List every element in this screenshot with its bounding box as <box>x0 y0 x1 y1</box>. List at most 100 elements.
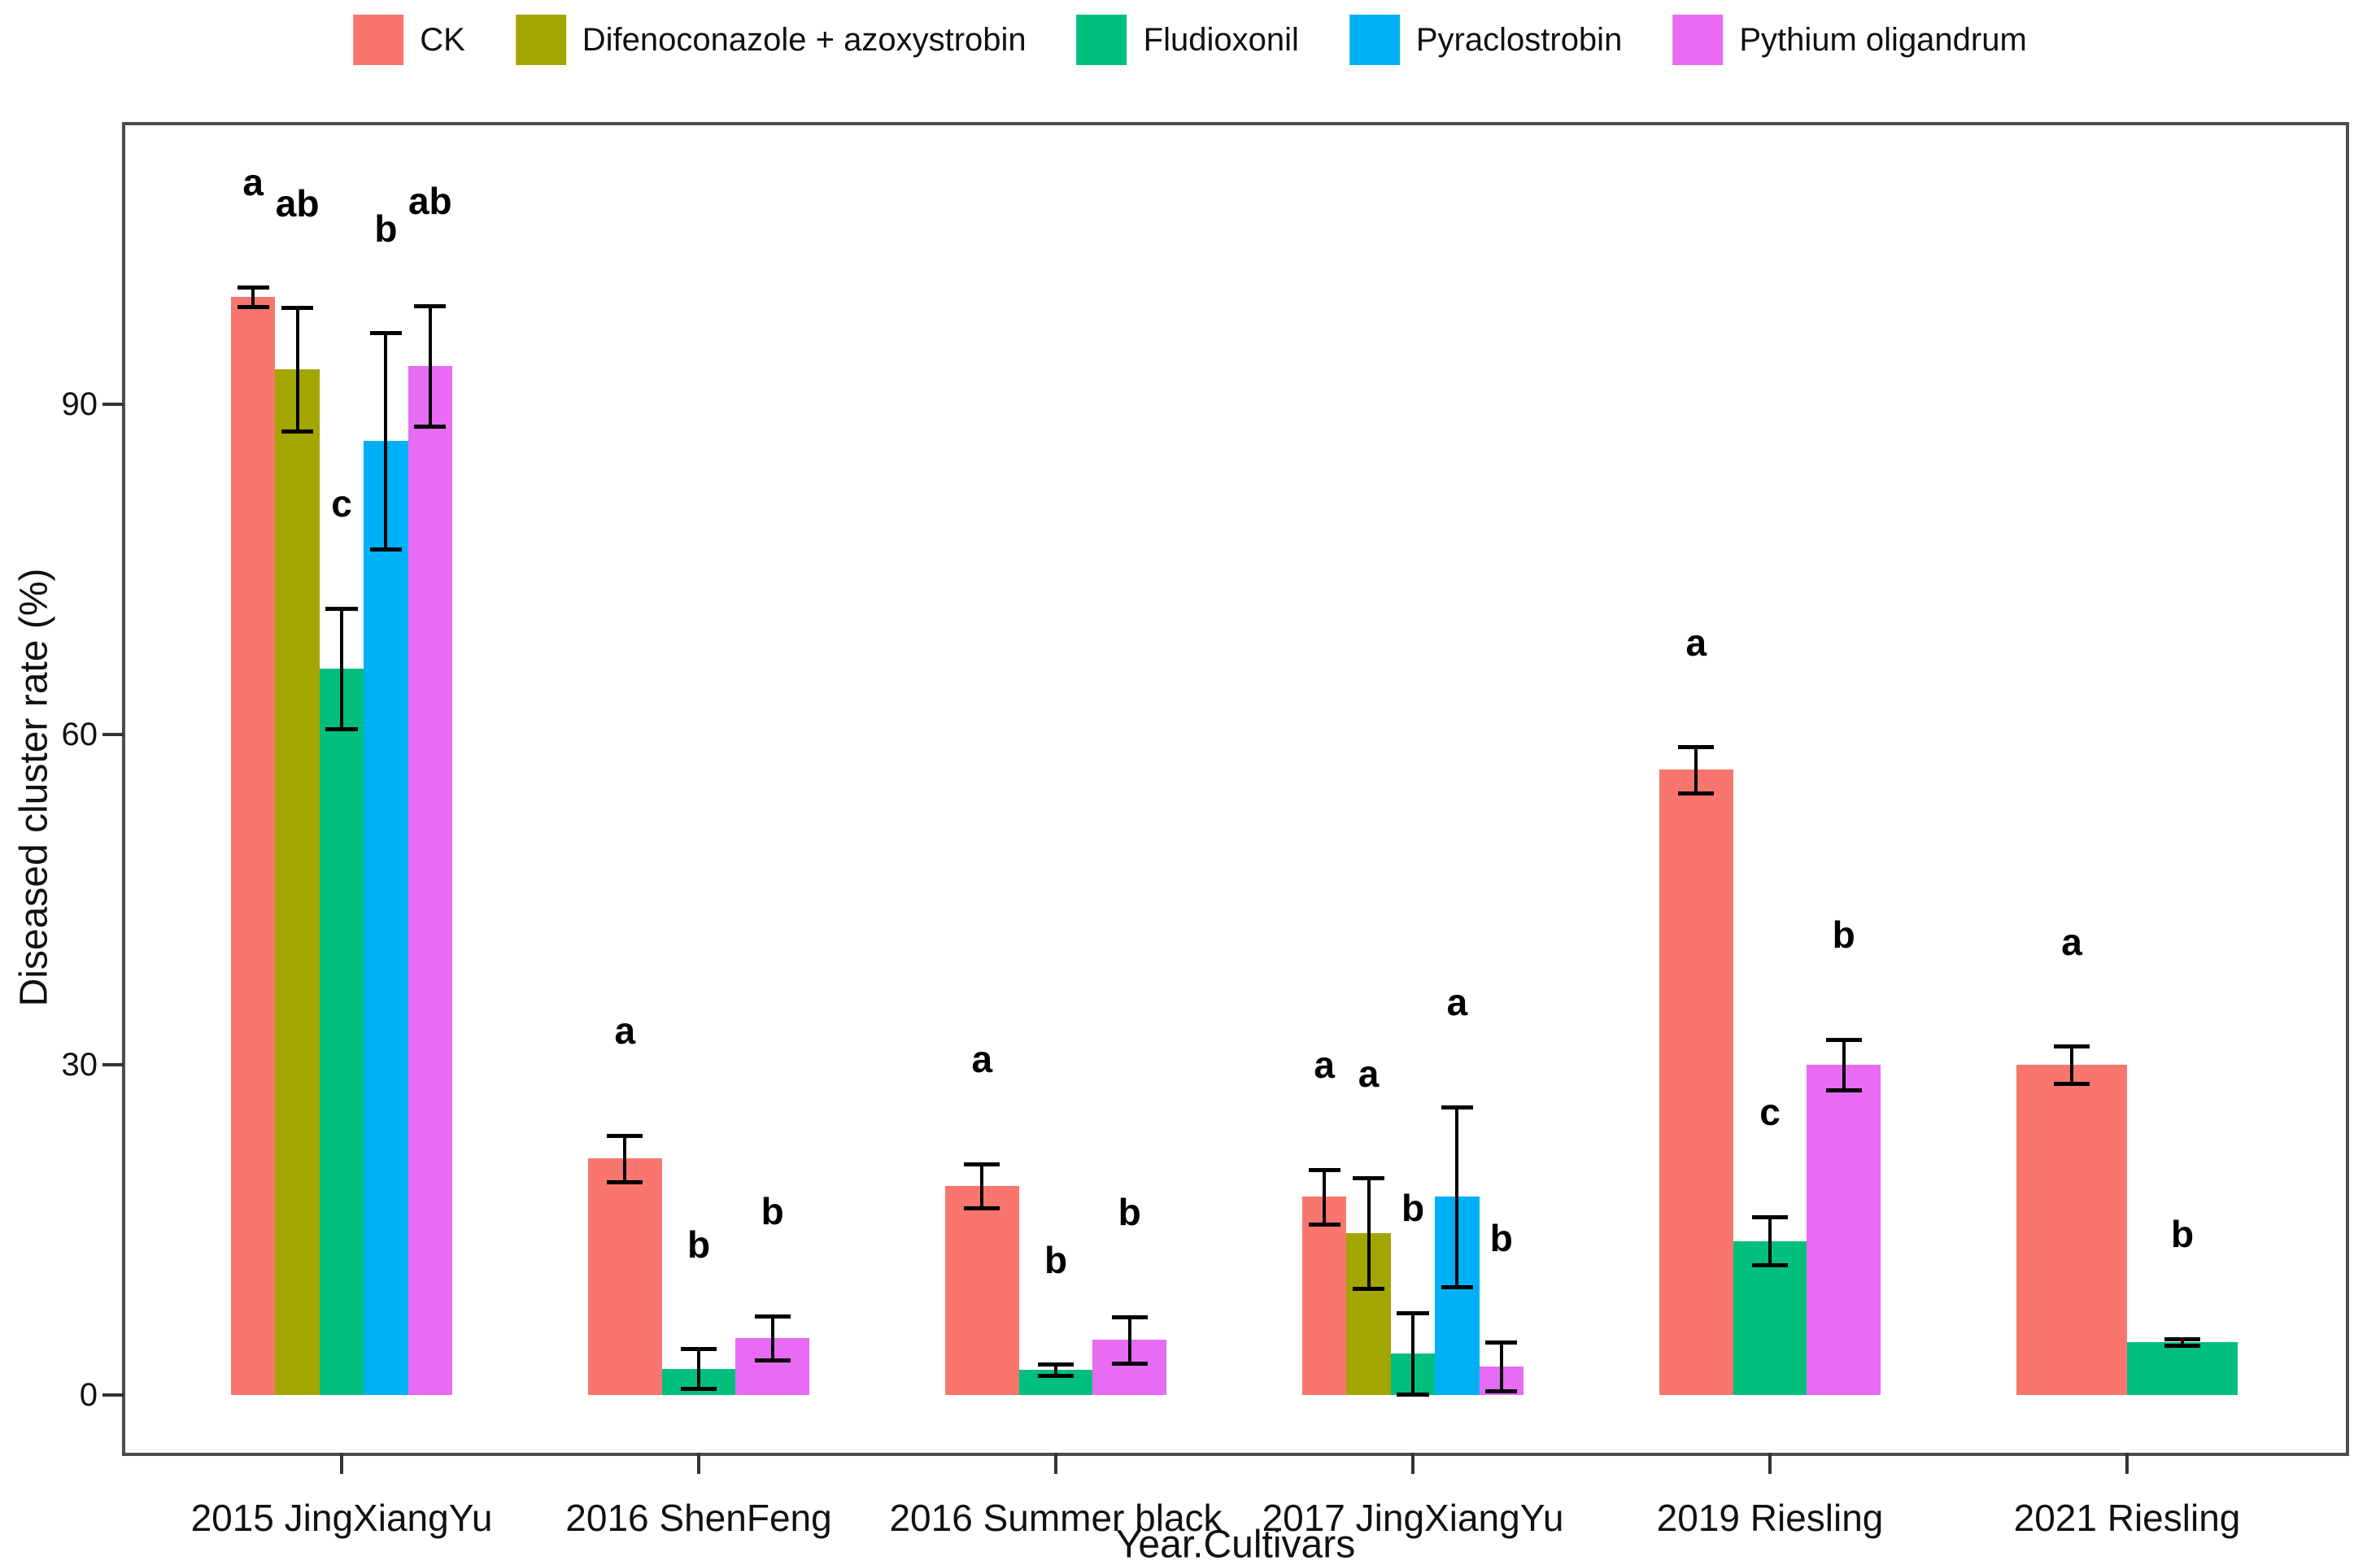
error-bar-cap-top <box>964 1162 1000 1166</box>
error-bar-whisker <box>1054 1364 1057 1375</box>
error-bar-cap-bottom <box>1397 1392 1429 1397</box>
error-bar-cap-top <box>237 285 269 290</box>
y-axis-tick <box>102 1063 124 1067</box>
bar-ck <box>1659 769 1733 1395</box>
error-bar-cap-bottom <box>1441 1285 1473 1290</box>
error-bar-cap-top <box>1752 1214 1788 1219</box>
bar-fludioxonil <box>2127 1342 2238 1395</box>
plot-panel <box>122 122 2349 1456</box>
x-axis-tick-label: 2016 Summer black <box>889 1497 1223 1539</box>
error-bar-whisker <box>295 307 299 431</box>
x-axis-tick <box>1768 1453 1772 1474</box>
error-bar-cap-top <box>754 1314 791 1319</box>
x-axis-tick-label: 2015 JingXiangYu <box>190 1497 493 1539</box>
error-bar-cap-top <box>1038 1362 1074 1367</box>
legend-item: Pyraclostrobin <box>1349 15 1622 65</box>
y-axis-tick-label: 0 <box>79 1377 98 1413</box>
significance-letter: b <box>1118 1191 1141 1234</box>
x-axis-tick-label: 2017 JingXiangYu <box>1262 1497 1564 1539</box>
error-bar-whisker <box>2181 1338 2184 1346</box>
error-bar-cap-top <box>414 303 447 308</box>
error-bar-cap-top <box>681 1347 717 1352</box>
legend-item: CK <box>353 15 465 65</box>
legend-item-label: Pyraclostrobin <box>1415 21 1623 58</box>
significance-letter: b <box>1044 1238 1068 1281</box>
error-bar-cap-top <box>369 331 402 336</box>
y-axis-tick <box>102 1393 124 1397</box>
bar-fludioxonil <box>319 669 364 1395</box>
error-bar-whisker <box>251 286 255 307</box>
y-axis-tick-label: 90 <box>61 386 98 423</box>
error-bar-cap-top <box>1111 1314 1148 1319</box>
error-bar-whisker <box>1411 1312 1414 1394</box>
y-axis-tick <box>102 733 124 737</box>
error-bar-cap-bottom <box>1308 1223 1340 1227</box>
error-bar-cap-top <box>1825 1037 1862 1042</box>
bar-ck <box>945 1185 1019 1395</box>
legend-item-label: Difenoconazole + azoxystrobin <box>582 21 1027 58</box>
error-bar-cap-bottom <box>607 1179 643 1184</box>
error-bar-cap-top <box>2164 1336 2200 1341</box>
x-axis-tick <box>1411 1453 1414 1474</box>
x-axis-tick-label: 2019 Riesling <box>1656 1497 1884 1539</box>
error-bar-cap-bottom <box>681 1386 717 1391</box>
legend-swatch-icon <box>1349 15 1400 65</box>
significance-letter: c <box>1759 1091 1781 1134</box>
bar-difenoconazole-azoxystrobin <box>275 369 320 1395</box>
significance-letter: a <box>1358 1052 1380 1095</box>
error-bar-cap-top <box>281 306 314 311</box>
significance-letter: b <box>374 207 398 250</box>
significance-letter: a <box>614 1009 636 1053</box>
error-bar-cap-bottom <box>2164 1344 2200 1349</box>
legend-swatch-icon <box>353 15 404 65</box>
error-bar-cap-top <box>2054 1044 2090 1049</box>
bar-pythium-oligandrum <box>1807 1065 1881 1395</box>
x-axis-tick-label: 2021 Riesling <box>2013 1497 2241 1539</box>
error-bar-cap-top <box>1308 1167 1340 1172</box>
y-axis-tick-label: 30 <box>61 1047 98 1083</box>
error-bar-cap-bottom <box>369 547 402 551</box>
significance-letter: b <box>1401 1186 1425 1229</box>
significance-letter: ab <box>408 179 452 222</box>
error-bar-cap-bottom <box>237 304 269 309</box>
error-bar-whisker <box>384 333 388 549</box>
legend-item: Difenoconazole + azoxystrobin <box>515 15 1027 65</box>
error-bar-cap-bottom <box>1038 1373 1074 1378</box>
significance-letter: a <box>971 1038 993 1081</box>
error-bar-cap-bottom <box>1678 791 1715 796</box>
x-axis-tick <box>697 1453 700 1474</box>
error-bar-cap-bottom <box>325 727 358 732</box>
bar-ck <box>1302 1197 1347 1395</box>
error-bar-whisker <box>1127 1316 1131 1363</box>
error-bar-cap-top <box>1485 1340 1518 1345</box>
error-bar-cap-top <box>1441 1105 1473 1109</box>
error-bar-whisker <box>697 1349 700 1388</box>
significance-letter: b <box>761 1190 784 1233</box>
error-bar-whisker <box>1694 747 1698 793</box>
significance-letter: b <box>2170 1213 2195 1256</box>
significance-letter: a <box>1446 980 1468 1023</box>
significance-letter: c <box>331 482 352 525</box>
error-bar-cap-bottom <box>281 429 314 434</box>
error-bar-cap-top <box>1678 745 1715 750</box>
legend-item-label: Fludioxonil <box>1143 21 1299 58</box>
error-bar-cap-top <box>607 1133 643 1138</box>
y-axis-tick <box>102 403 124 407</box>
error-bar-whisker <box>1367 1178 1371 1288</box>
error-bar-whisker <box>980 1163 984 1208</box>
legend-item-label: CK <box>420 21 465 58</box>
error-bar-cap-bottom <box>1752 1263 1788 1268</box>
significance-letter: a <box>1685 621 1707 664</box>
significance-letter: a <box>2061 920 2082 963</box>
chart-legend: CK Difenoconazole + azoxystrobin Fludioxon… <box>353 15 2027 65</box>
error-bar-whisker <box>1768 1216 1772 1266</box>
error-bar-whisker <box>428 305 432 427</box>
x-axis-tick <box>340 1453 343 1474</box>
error-bar-whisker <box>1499 1342 1503 1391</box>
x-axis-tick <box>2125 1453 2129 1474</box>
bar-pythium-oligandrum <box>408 365 452 1395</box>
error-bar-whisker <box>1455 1106 1459 1288</box>
significance-letter: b <box>1489 1216 1513 1259</box>
error-bar-whisker <box>2070 1046 2073 1084</box>
